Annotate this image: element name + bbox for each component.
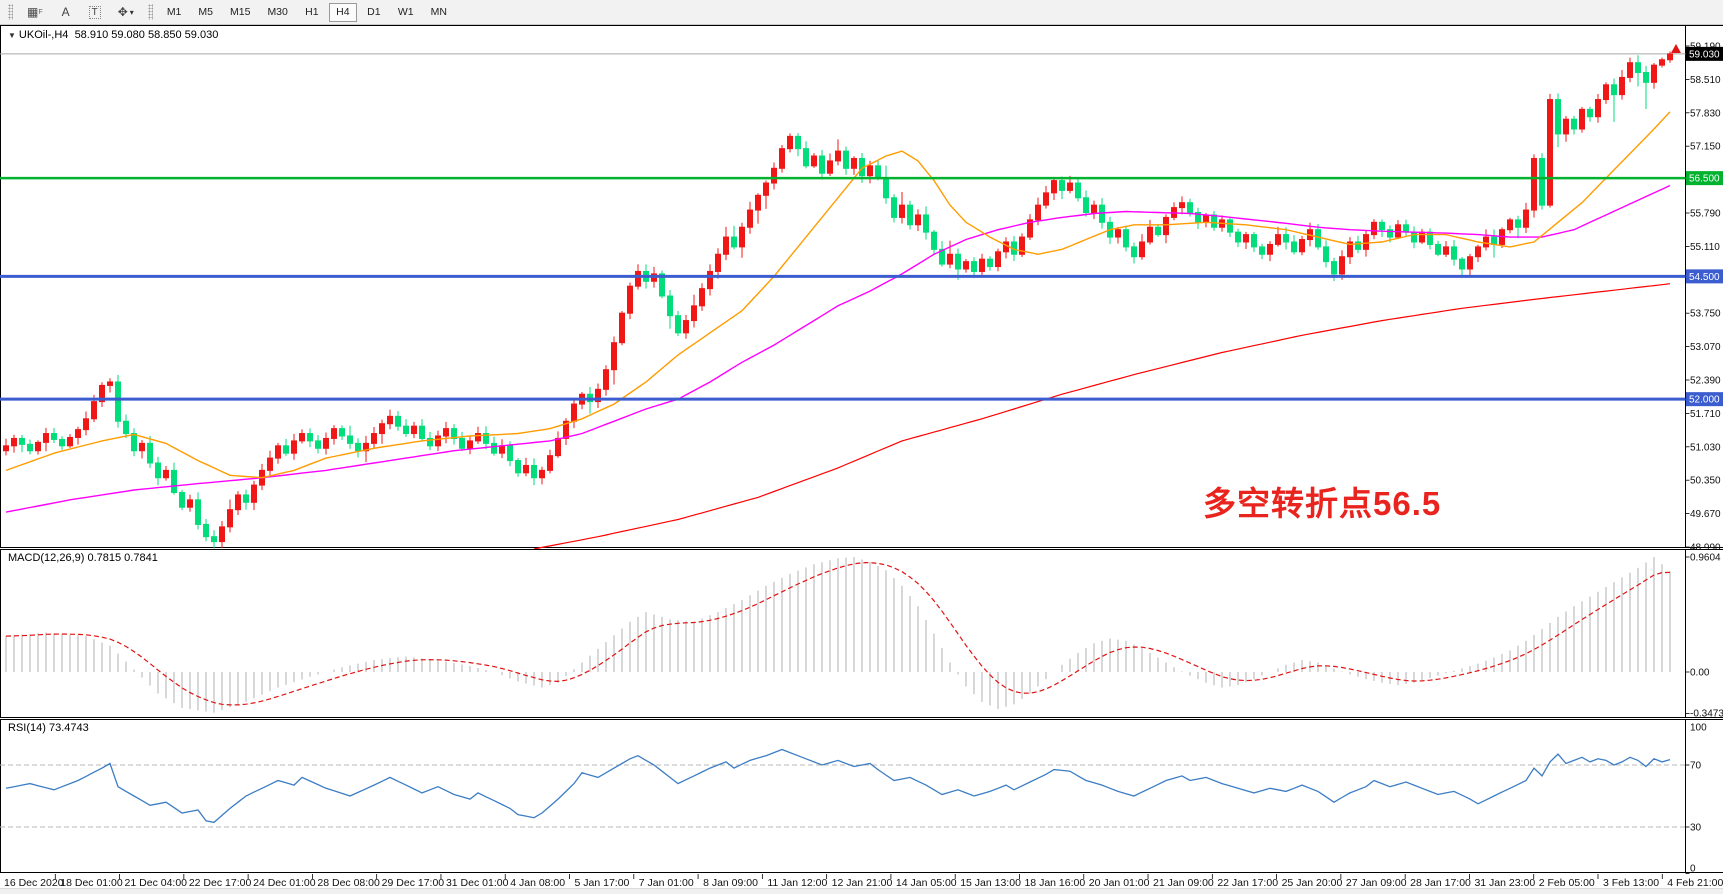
macd-label: MACD(12,26,9) 0.7815 0.7841: [8, 552, 158, 564]
svg-text:15 Jan 13:00: 15 Jan 13:00: [960, 877, 1021, 889]
svg-text:58.510: 58.510: [1690, 75, 1721, 86]
timeframe-h4[interactable]: H4: [328, 2, 357, 22]
svg-text:4 Jan 08:00: 4 Jan 08:00: [510, 877, 565, 889]
svg-text:-0.3473: -0.3473: [1690, 709, 1723, 720]
svg-text:27 Jan 09:00: 27 Jan 09:00: [1346, 877, 1407, 889]
svg-text:21 Dec 04:00: 21 Dec 04:00: [125, 877, 188, 889]
svg-text:50.350: 50.350: [1690, 476, 1721, 487]
svg-text:7 Jan 01:00: 7 Jan 01:00: [639, 877, 694, 889]
main-chart-canvas[interactable]: 59.19058.51057.83057.15055.79055.11053.7…: [0, 25, 1723, 549]
svg-text:53.750: 53.750: [1690, 309, 1721, 320]
svg-text:8 Jan 09:00: 8 Jan 09:00: [703, 877, 758, 889]
svg-text:57.150: 57.150: [1690, 142, 1721, 153]
svg-text:29 Dec 17:00: 29 Dec 17:00: [382, 877, 445, 889]
text-box-icon[interactable]: T: [82, 2, 108, 22]
svg-text:31 Jan 23:00: 31 Jan 23:00: [1474, 877, 1535, 889]
symbol-label: UKOil-,H4: [18, 29, 69, 41]
svg-text:54.500: 54.500: [1689, 272, 1720, 283]
svg-text:18 Dec 01:00: 18 Dec 01:00: [60, 877, 123, 889]
svg-text:70: 70: [1690, 761, 1702, 772]
window-bottom-strip: [0, 888, 1723, 894]
svg-text:3 Feb 13:00: 3 Feb 13:00: [1603, 877, 1659, 889]
svg-text:14 Jan 05:00: 14 Jan 05:00: [896, 877, 957, 889]
svg-text:28 Dec 08:00: 28 Dec 08:00: [317, 877, 380, 889]
text-annotation-icon[interactable]: A: [53, 2, 79, 22]
ohlc-values: 58.910 59.080 58.850 59.030: [74, 29, 219, 41]
svg-text:4 Feb 21:00: 4 Feb 21:00: [1667, 877, 1723, 889]
svg-text:22 Jan 17:00: 22 Jan 17:00: [1217, 877, 1278, 889]
svg-text:30: 30: [1690, 823, 1702, 834]
svg-text:48.990: 48.990: [1690, 543, 1721, 550]
svg-text:51.710: 51.710: [1690, 409, 1721, 420]
timeframe-m15[interactable]: M15: [223, 3, 257, 22]
svg-text:12 Jan 21:00: 12 Jan 21:00: [832, 877, 893, 889]
svg-text:25 Jan 20:00: 25 Jan 20:00: [1282, 877, 1343, 889]
toolbar-drag-handle[interactable]: [8, 4, 13, 20]
snap-grid-icon[interactable]: ▦ F: [20, 2, 50, 22]
main-chart-panel: 59.19058.51057.83057.15055.79055.11053.7…: [0, 25, 1723, 549]
svg-text:2 Feb 05:00: 2 Feb 05:00: [1539, 877, 1595, 889]
svg-text:21 Jan 09:00: 21 Jan 09:00: [1153, 877, 1214, 889]
svg-text:0.00: 0.00: [1690, 668, 1710, 679]
svg-text:11 Jan 12:00: 11 Jan 12:00: [767, 877, 827, 889]
svg-text:16 Dec 2020: 16 Dec 2020: [4, 877, 64, 889]
timeframe-mn[interactable]: MN: [424, 3, 454, 22]
svg-text:31 Dec 01:00: 31 Dec 01:00: [446, 877, 509, 889]
timeframe-m30[interactable]: M30: [260, 3, 294, 22]
rsi-panel: 100 70 30 0 RSI(14) 73.4743: [0, 719, 1723, 874]
svg-text:57.830: 57.830: [1690, 108, 1721, 119]
timeframe-d1[interactable]: D1: [360, 3, 388, 22]
svg-text:0.9604: 0.9604: [1690, 553, 1721, 564]
svg-text:52.000: 52.000: [1689, 395, 1720, 406]
symbol-collapse-icon[interactable]: ▼: [8, 31, 16, 40]
chart-header: ▼ UKOil-,H4 58.910 59.080 58.850 59.030: [8, 29, 218, 41]
svg-text:0: 0: [1690, 864, 1696, 875]
svg-text:24 Dec 01:00: 24 Dec 01:00: [253, 877, 316, 889]
grid-glyph: ▦: [27, 5, 39, 19]
toolbar: ▦ F A T ✥ ▾ M1 M5 M15 M30 H1 H4 D1 W1 MN: [0, 0, 1723, 25]
svg-text:52.390: 52.390: [1690, 376, 1721, 387]
svg-text:100: 100: [1690, 723, 1707, 734]
svg-text:56.500: 56.500: [1689, 174, 1720, 185]
macd-canvas[interactable]: 0.9604 0.00 -0.3473: [0, 549, 1723, 719]
toolbar-drag-handle[interactable]: [147, 4, 153, 20]
svg-text:20 Jan 01:00: 20 Jan 01:00: [1089, 877, 1150, 889]
svg-text:53.070: 53.070: [1690, 342, 1721, 353]
dropdown-caret-icon[interactable]: ▾: [129, 7, 134, 17]
macd-panel: 0.9604 0.00 -0.3473 MACD(12,26,9) 0.7815 0…: [0, 549, 1723, 719]
svg-text:55.790: 55.790: [1690, 209, 1721, 220]
annotation-text[interactable]: 多空转折点56.5: [1203, 485, 1442, 522]
timeframe-h1[interactable]: H1: [298, 3, 326, 22]
rsi-label: RSI(14) 73.4743: [8, 722, 89, 734]
svg-text:18 Jan 16:00: 18 Jan 16:00: [1024, 877, 1085, 889]
svg-text:55.110: 55.110: [1690, 242, 1720, 253]
svg-text:59.030: 59.030: [1689, 49, 1720, 60]
svg-text:5 Jan 17:00: 5 Jan 17:00: [575, 877, 630, 889]
move-tool-icon[interactable]: ✥ ▾: [111, 2, 141, 22]
timeframe-m1[interactable]: M1: [160, 3, 189, 22]
svg-text:22 Dec 17:00: 22 Dec 17:00: [189, 877, 252, 889]
svg-text:28 Jan 17:00: 28 Jan 17:00: [1410, 877, 1471, 889]
svg-text:51.030: 51.030: [1690, 442, 1721, 453]
timeframe-w1[interactable]: W1: [391, 3, 421, 22]
rsi-canvas[interactable]: 100 70 30 0: [0, 719, 1723, 874]
svg-text:49.670: 49.670: [1690, 509, 1721, 520]
timeframe-m5[interactable]: M5: [191, 3, 220, 22]
